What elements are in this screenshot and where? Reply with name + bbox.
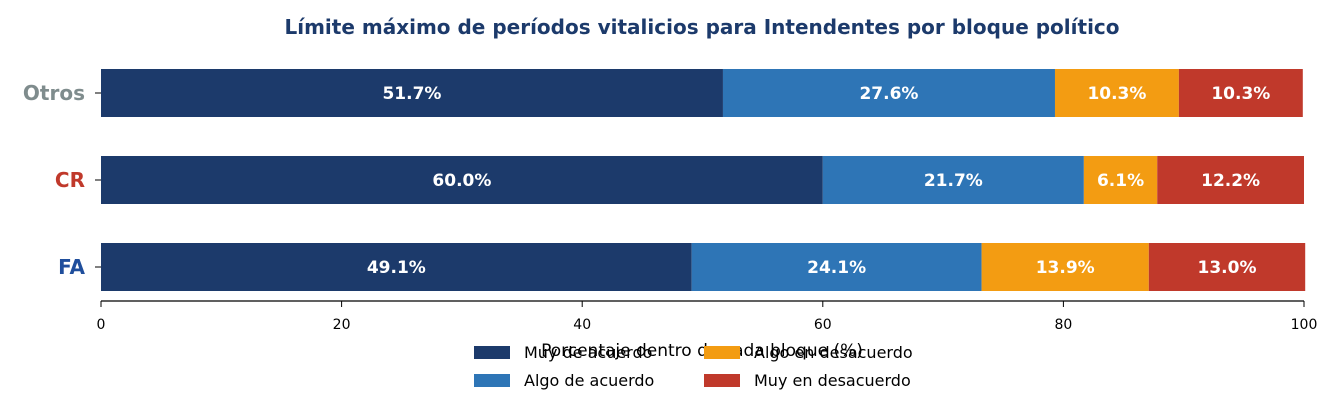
bars-group — [101, 69, 1306, 291]
data-label: 13.0% — [1198, 258, 1257, 278]
data-label: 49.1% — [367, 258, 426, 278]
legend-item-label: Algo de acuerdo — [524, 371, 654, 390]
x-tick-label: 60 — [814, 317, 832, 333]
x-tick-label: 80 — [1054, 317, 1072, 333]
legend-swatch — [704, 374, 740, 387]
x-tick-label: 20 — [333, 317, 351, 333]
data-label: 13.9% — [1036, 258, 1095, 278]
bar-cr-4 — [1157, 156, 1304, 204]
chart-title: Límite máximo de períodos vitalicios par… — [284, 15, 1119, 39]
data-labels-group: 51.7% 27.6% 10.3% 10.3% 60.0% 21.7% 6.1% 12.2% 4… — [367, 84, 1270, 278]
y-tick-label-fa: FA — [58, 255, 85, 279]
x-tick-label: 40 — [573, 317, 591, 333]
y-axis: Otros CR FA — [23, 81, 101, 279]
legend-swatch — [704, 346, 740, 359]
x-axis-label: Porcentaje dentro de cada bloque (%) — [541, 341, 863, 361]
data-label: 12.2% — [1201, 171, 1260, 191]
data-label: 51.7% — [382, 84, 441, 104]
data-label: 60.0% — [432, 171, 491, 191]
legend: Muy de acuerdo Algo de acuerdo Algo en des… — [474, 343, 913, 390]
bar-otros-1 — [101, 69, 723, 117]
bar-otros-3 — [1054, 69, 1179, 117]
bar-cr-1 — [101, 156, 823, 204]
data-label: 10.3% — [1211, 84, 1270, 104]
legend-swatch — [474, 374, 510, 387]
legend-item-label: Muy en desacuerdo — [754, 371, 911, 390]
data-label: 27.6% — [859, 84, 918, 104]
bar-fa-2 — [691, 243, 982, 291]
bar-otros-4 — [1178, 69, 1303, 117]
bar-cr-2 — [822, 156, 1084, 204]
legend-swatch — [474, 346, 510, 359]
data-label: 10.3% — [1087, 84, 1146, 104]
bar-fa-3 — [981, 243, 1149, 291]
bar-fa-4 — [1148, 243, 1306, 291]
data-label: 24.1% — [807, 258, 866, 278]
data-label: 6.1% — [1097, 171, 1144, 191]
bar-otros-2 — [722, 69, 1055, 117]
data-label: 21.7% — [924, 171, 983, 191]
bar-cr-3 — [1083, 156, 1158, 204]
legend-item-label: Algo en desacuerdo — [754, 343, 913, 362]
x-tick-label: 100 — [1291, 317, 1318, 333]
bar-fa-1 — [101, 243, 692, 291]
x-tick-label: 0 — [97, 317, 106, 333]
y-tick-label-otros: Otros — [23, 81, 85, 105]
y-tick-label-cr: CR — [55, 168, 85, 192]
x-axis: 0 20 40 60 80 100 — [97, 300, 1318, 333]
legend-item-label: Muy de acuerdo — [524, 343, 652, 362]
